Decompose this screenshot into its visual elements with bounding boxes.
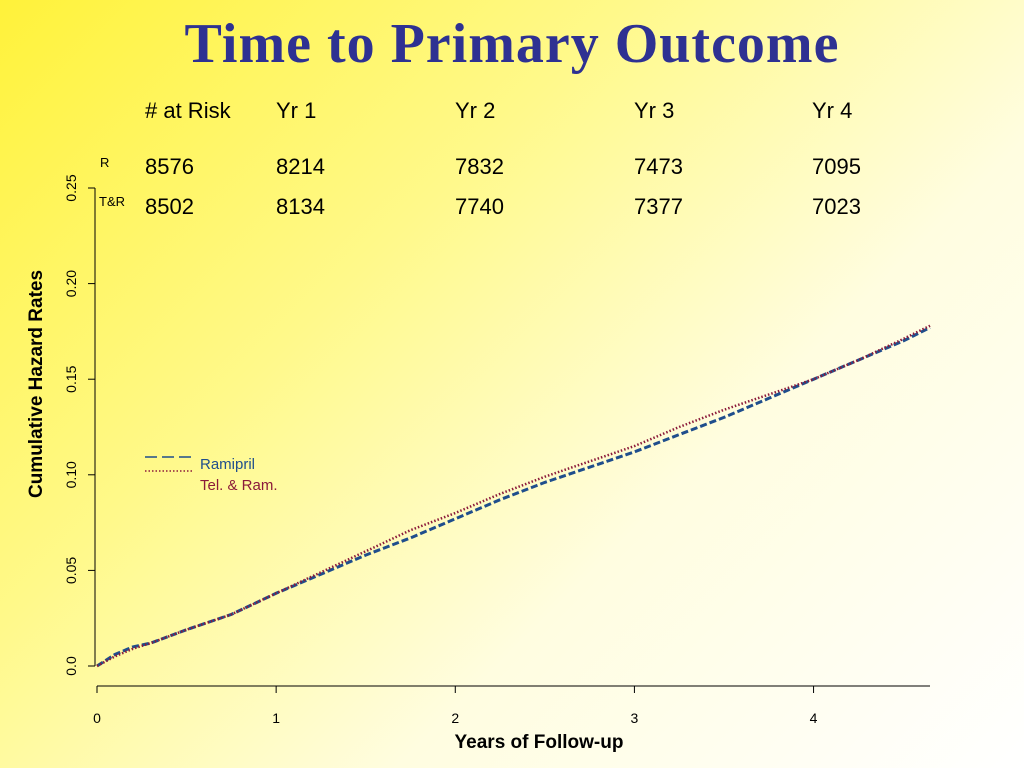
risk-table-header-yr4: Yr 4 bbox=[812, 98, 853, 123]
y-tick-label: 0.10 bbox=[63, 461, 79, 488]
y-tick-label: 0.15 bbox=[63, 365, 79, 392]
legend-label-tel-ram: Tel. & Ram. bbox=[200, 477, 278, 494]
y-tick-label: 0.25 bbox=[63, 174, 79, 201]
series-line-ramipril bbox=[96, 326, 931, 668]
risk-row-r-value: 8576 bbox=[145, 154, 194, 179]
series-line-tel-ram bbox=[96, 324, 931, 668]
x-tick-label: 2 bbox=[451, 710, 459, 726]
y-tick-label: 0.0 bbox=[63, 656, 79, 676]
x-axis-title: Years of Follow-up bbox=[455, 732, 624, 753]
y-tick-label: 0.20 bbox=[63, 270, 79, 297]
x-tick-label: 0 bbox=[93, 710, 101, 726]
risk-row-tr-value: 7740 bbox=[455, 194, 504, 219]
risk-row-tr-value: 7377 bbox=[634, 194, 683, 219]
risk-table-header-yr1: Yr 1 bbox=[276, 98, 317, 123]
risk-table-header-yr2: Yr 2 bbox=[455, 98, 496, 123]
risk-row-tr-value: 7023 bbox=[812, 194, 861, 219]
slide-title: Time to Primary Outcome bbox=[184, 13, 840, 75]
risk-row-r-value: 8214 bbox=[276, 154, 325, 179]
risk-row-r-value: 7832 bbox=[455, 154, 504, 179]
risk-row-tr-value: 8134 bbox=[276, 194, 325, 219]
risk-row-r-value: 7473 bbox=[634, 154, 683, 179]
risk-table-header-yr3: Yr 3 bbox=[634, 98, 675, 123]
y-axis-title: Cumulative Hazard Rates bbox=[26, 270, 47, 498]
y-axis-ticks: 0.0 0.05 0.10 0.15 0.20 0.25 bbox=[63, 174, 95, 676]
y-tick-label: 0.05 bbox=[63, 557, 79, 584]
x-tick-label: 4 bbox=[810, 710, 818, 726]
series-layer bbox=[96, 324, 931, 668]
legend-label-ramipril: Ramipril bbox=[200, 456, 255, 473]
x-tick-label: 1 bbox=[272, 710, 280, 726]
x-axis-ticks: 0 1 2 3 4 bbox=[93, 686, 818, 726]
risk-row-label-tr: T&R bbox=[99, 194, 125, 209]
risk-row-r-value: 7095 bbox=[812, 154, 861, 179]
risk-table-header-label: # at Risk bbox=[145, 98, 231, 123]
risk-row-label-r: R bbox=[100, 155, 110, 170]
risk-row-tr-value: 8502 bbox=[145, 194, 194, 219]
x-tick-label: 3 bbox=[631, 710, 639, 726]
